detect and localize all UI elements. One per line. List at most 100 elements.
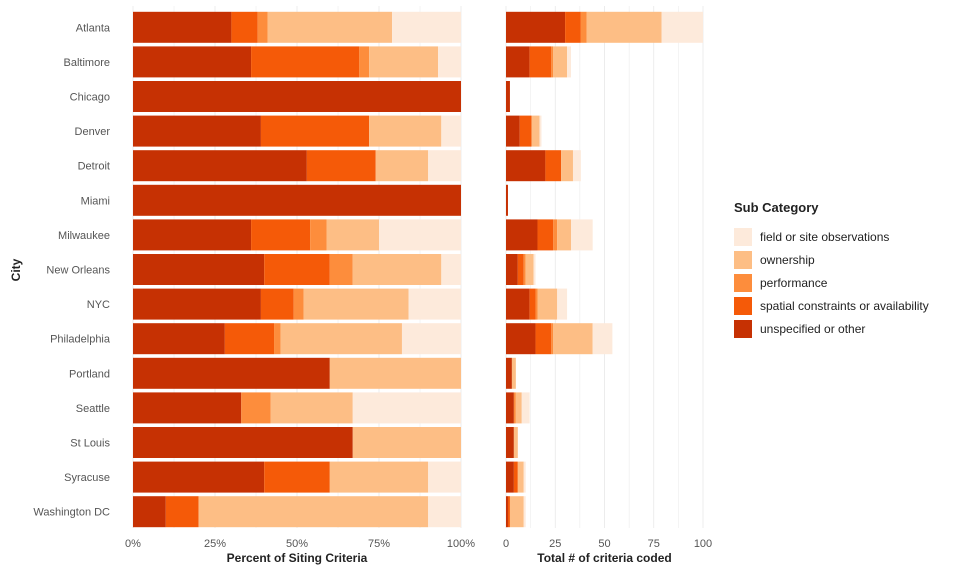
bar-washington-dc-ownership xyxy=(509,496,524,528)
bar-washington-dc-spatial-constraints-or-availability xyxy=(507,496,510,528)
bar-detroit-field-or-site-observations xyxy=(428,150,461,182)
bar-washington-dc-unspecified-or-other xyxy=(506,496,508,528)
bar-portland-unspecified-or-other xyxy=(133,357,330,389)
bar-detroit-unspecified-or-other xyxy=(506,150,546,182)
bar-new-orleans-spatial-constraints-or-availability xyxy=(517,254,524,285)
bar-philadelphia-ownership xyxy=(553,323,593,355)
x-axis-title-1: Percent of Siting Criteria xyxy=(227,551,368,565)
legend-item: field or site observations xyxy=(734,225,929,248)
x-tick-label: 25% xyxy=(204,538,226,550)
legend: Sub Category field or site observations o… xyxy=(734,200,929,340)
bar-seattle-unspecified-or-other xyxy=(133,392,242,424)
bar-philadelphia-field-or-site-observations xyxy=(401,323,461,355)
bar-miami-unspecified-or-other xyxy=(506,184,508,216)
bar-philadelphia-ownership xyxy=(280,323,402,355)
y-tick-label: Washington DC xyxy=(33,507,110,519)
bar-nyc-ownership xyxy=(303,288,409,320)
bar-new-orleans-unspecified-or-other xyxy=(133,254,265,285)
legend-label: field or site observations xyxy=(760,229,890,244)
bar-new-orleans-ownership xyxy=(525,254,534,285)
bar-milwaukee-spatial-constraints-or-availability xyxy=(251,219,311,251)
bar-seattle-field-or-site-observations xyxy=(521,392,530,424)
bar-portland-ownership xyxy=(511,357,516,389)
bar-washington-dc-field-or-site-observations xyxy=(428,496,461,528)
bar-atlanta-performance xyxy=(580,11,587,43)
bar-seattle-ownership xyxy=(515,392,522,424)
y-tick-label: NYC xyxy=(87,299,110,311)
bar-washington-dc-spatial-constraints-or-availability xyxy=(165,496,199,528)
bar-washington-dc-unspecified-or-other xyxy=(133,496,166,528)
bar-atlanta-unspecified-or-other xyxy=(506,11,566,43)
legend-key xyxy=(734,227,752,246)
bar-baltimore-field-or-site-observations xyxy=(438,46,461,78)
bar-nyc-performance xyxy=(293,288,304,320)
legend-label: ownership xyxy=(760,252,815,267)
bar-milwaukee-spatial-constraints-or-availability xyxy=(537,219,554,251)
bar-baltimore-field-or-site-observations xyxy=(567,46,572,78)
bar-atlanta-unspecified-or-other xyxy=(133,11,232,43)
bar-chicago-unspecified-or-other xyxy=(133,81,461,112)
bar-nyc-spatial-constraints-or-availability xyxy=(260,288,294,320)
legend-items: field or site observations ownership perfo… xyxy=(734,225,929,340)
bar-atlanta-field-or-site-observations xyxy=(392,11,461,43)
bar-denver-ownership xyxy=(531,115,540,147)
x-axis-title-2: Total # of criteria coded xyxy=(537,551,671,565)
y-tick-label: Detroit xyxy=(78,161,110,173)
bar-syracuse-field-or-site-observations xyxy=(428,461,461,493)
legend-key xyxy=(734,296,752,315)
bar-philadelphia-unspecified-or-other xyxy=(506,323,536,355)
legend-label: spatial constraints or availability xyxy=(760,298,929,313)
bar-nyc-field-or-site-observations xyxy=(557,288,568,320)
legend-item: performance xyxy=(734,271,929,294)
bar-philadelphia-performance xyxy=(551,323,554,355)
bar-syracuse-ownership xyxy=(517,461,524,493)
bar-nyc-spatial-constraints-or-availability xyxy=(529,288,536,320)
y-tick-label: Seattle xyxy=(76,403,110,415)
y-tick-label: Atlanta xyxy=(76,22,111,34)
bar-miami-unspecified-or-other xyxy=(133,184,461,216)
bar-baltimore-unspecified-or-other xyxy=(506,46,530,78)
bar-denver-spatial-constraints-or-availability xyxy=(260,115,370,147)
bar-syracuse-spatial-constraints-or-availability xyxy=(264,461,330,493)
bar-philadelphia-spatial-constraints-or-availability xyxy=(224,323,275,355)
y-tick-label: Denver xyxy=(75,126,111,138)
bar-milwaukee-field-or-site-observations xyxy=(571,219,593,251)
legend-label: performance xyxy=(760,275,828,290)
y-tick-label: Philadelphia xyxy=(50,334,111,346)
bar-detroit-ownership xyxy=(375,150,429,182)
bar-seattle-ownership xyxy=(270,392,353,424)
bar-philadelphia-unspecified-or-other xyxy=(133,323,225,355)
bar-philadelphia-performance xyxy=(274,323,281,355)
bar-detroit-field-or-site-observations xyxy=(572,150,581,182)
bar-seattle-field-or-site-observations xyxy=(352,392,461,424)
bar-atlanta-ownership xyxy=(586,11,662,43)
bar-nyc-unspecified-or-other xyxy=(133,288,261,320)
bar-detroit-ownership xyxy=(561,150,573,182)
bar-washington-dc-ownership xyxy=(198,496,429,528)
bar-denver-field-or-site-observations xyxy=(539,115,542,147)
x-tick-label: 100 xyxy=(694,538,712,550)
bar-baltimore-performance xyxy=(551,46,554,78)
bar-st-louis-unspecified-or-other xyxy=(133,427,353,458)
bar-atlanta-spatial-constraints-or-availability xyxy=(231,11,258,43)
bar-detroit-unspecified-or-other xyxy=(133,150,307,182)
legend-item: unspecified or other xyxy=(734,317,929,340)
x-tick-label: 75 xyxy=(648,538,660,550)
bar-new-orleans-performance xyxy=(329,254,353,285)
x-tick-label: 50% xyxy=(286,538,308,550)
x-tick-label: 50 xyxy=(598,538,610,550)
bar-seattle-unspecified-or-other xyxy=(506,392,514,424)
bar-new-orleans-ownership xyxy=(352,254,442,285)
bar-seattle-performance xyxy=(241,392,271,424)
bar-milwaukee-performance xyxy=(310,219,327,251)
bar-baltimore-ownership xyxy=(553,46,568,78)
bar-st-louis-unspecified-or-other xyxy=(506,427,514,458)
y-tick-label: New Orleans xyxy=(46,265,110,277)
legend-item: spatial constraints or availability xyxy=(734,294,929,317)
y-tick-label: Baltimore xyxy=(64,57,110,69)
y-tick-label: St Louis xyxy=(70,438,110,450)
y-axis-title: City xyxy=(9,258,23,281)
x-tick-label: 100% xyxy=(447,538,475,550)
bar-syracuse-unspecified-or-other xyxy=(133,461,265,493)
x-tick-label: 0% xyxy=(125,538,141,550)
